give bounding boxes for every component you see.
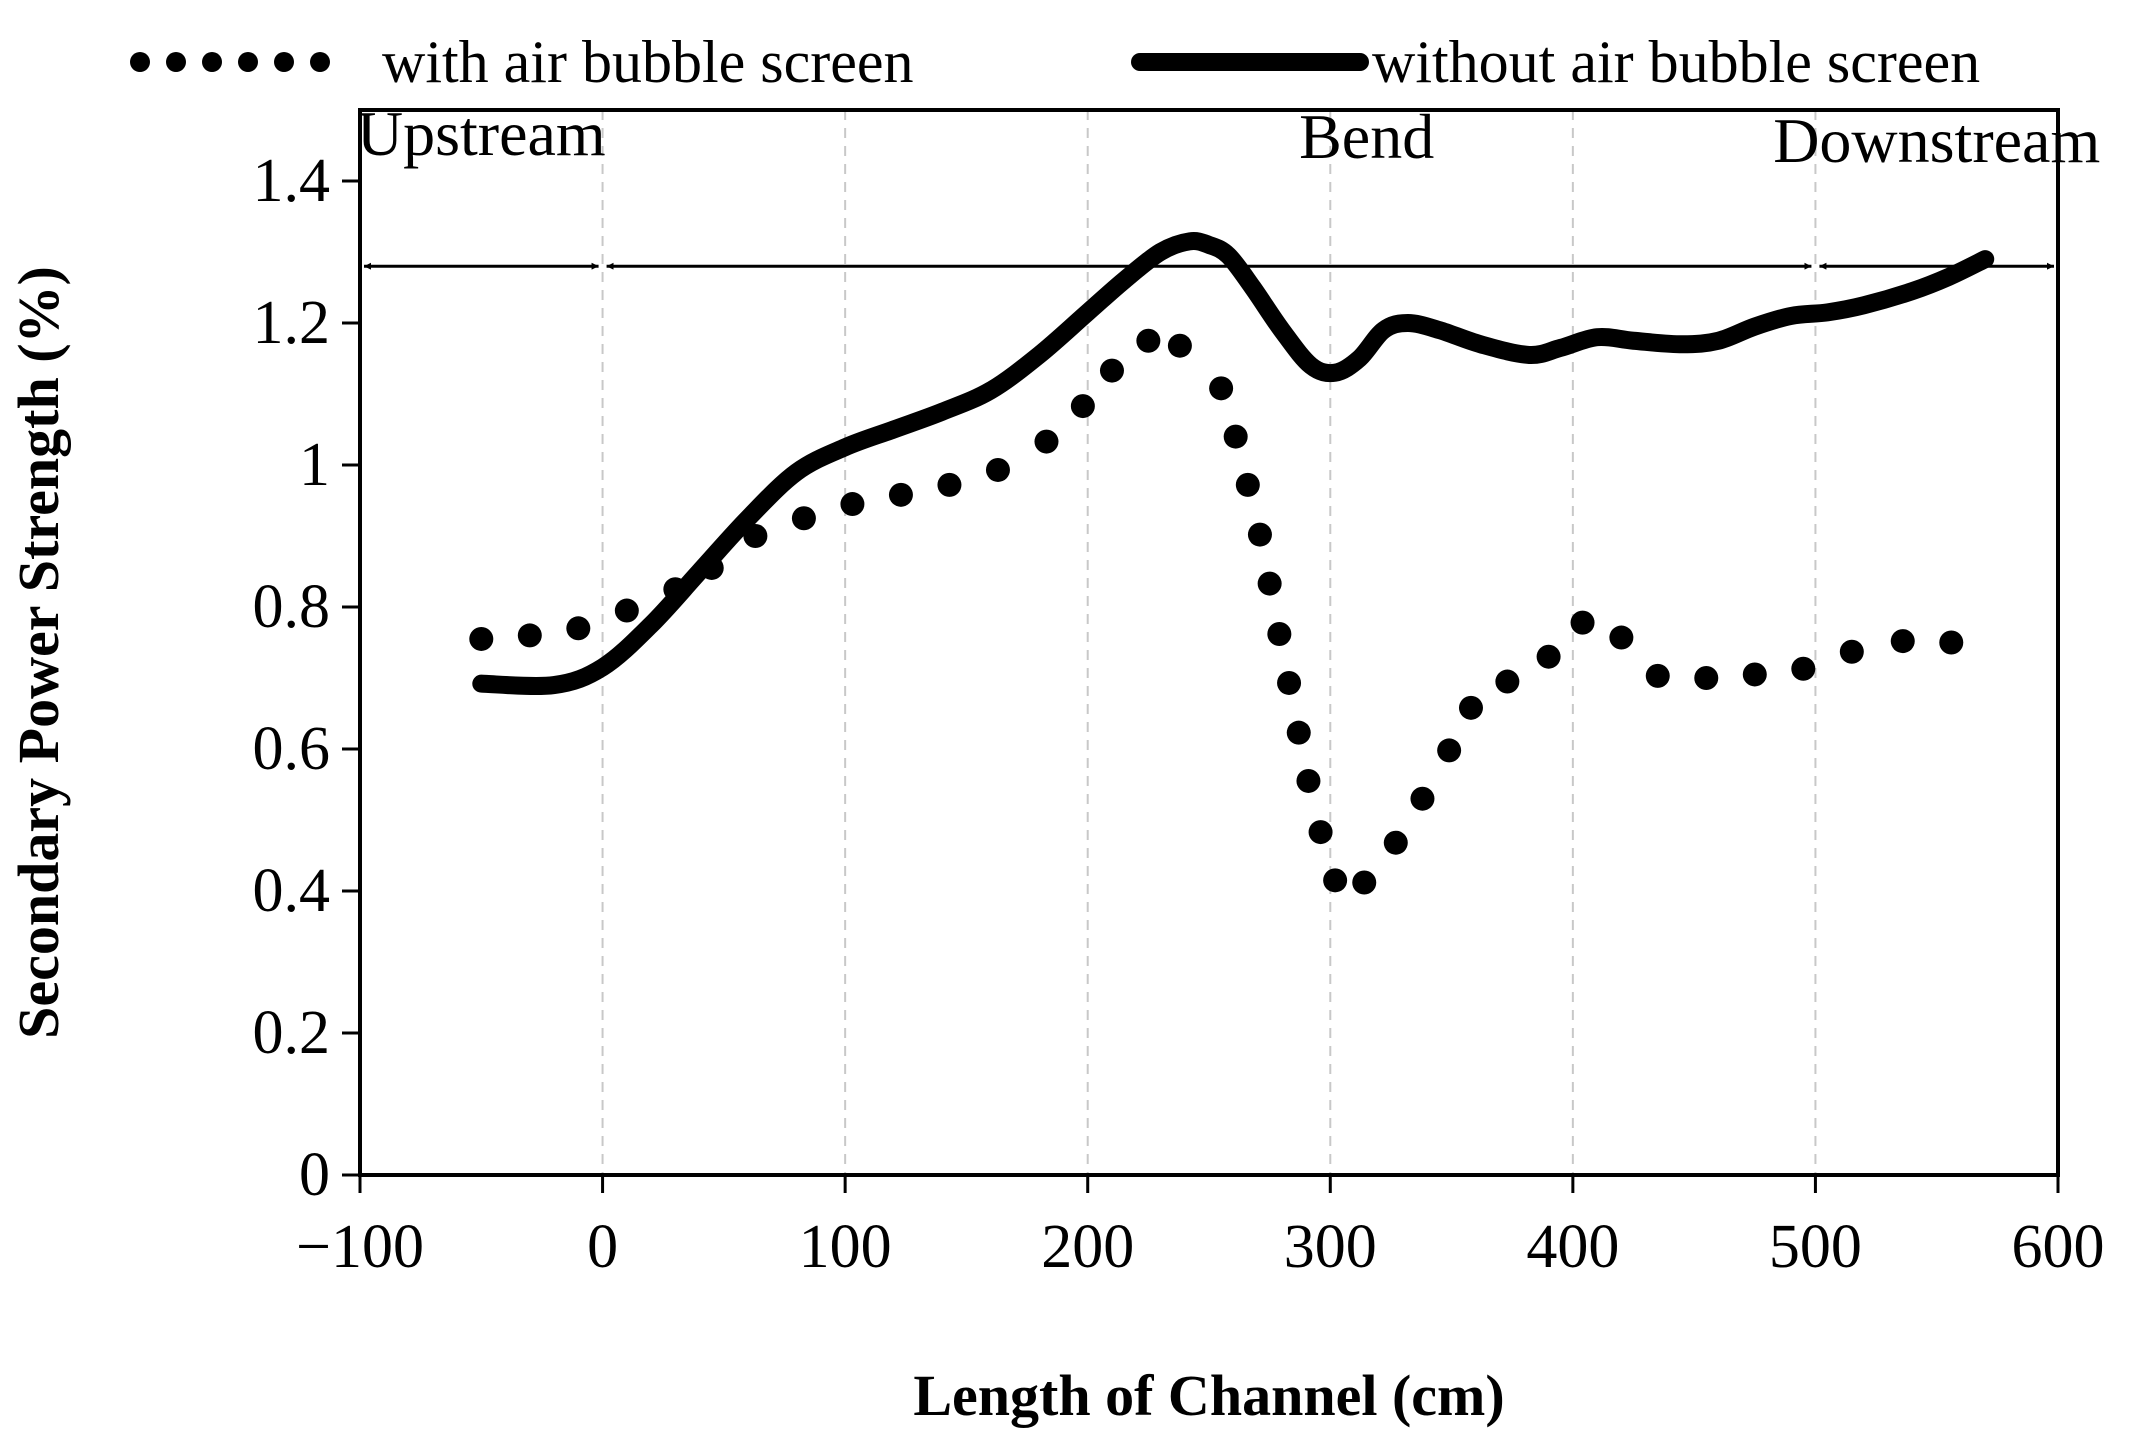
series-with-air-bubble-screen-point [985, 457, 1010, 482]
series-with-air-bubble-screen-point [566, 616, 591, 641]
series-with-air-bubble-screen-point [1939, 630, 1964, 655]
x-tick-label: 100 [799, 1213, 892, 1281]
x-tick-label: −100 [296, 1213, 424, 1281]
axes [358, 108, 2060, 1177]
legend: with air bubble screen without air bubble… [130, 29, 1980, 95]
series-with-air-bubble-screen-point [1791, 656, 1816, 681]
series-with-air-bubble-screen-point [1099, 358, 1124, 383]
series-with-air-bubble-screen-point [1296, 768, 1321, 793]
series-with-air-bubble-screen-point [1742, 662, 1767, 687]
series-with-air-bubble-screen-point [1267, 621, 1292, 646]
series-with-air-bubble-screen-point [1323, 868, 1348, 893]
series-with-air-bubble-screen-point [1694, 666, 1719, 690]
legend-swatch-dotted-point [238, 52, 258, 72]
series-with-air-bubble-screen-point [663, 577, 688, 602]
x-tick-label: 0 [587, 1213, 618, 1281]
series-with-air-bubble-screen-point [1536, 644, 1561, 669]
y-tick-label: 0.2 [253, 999, 331, 1067]
region-annotations: Upstream Bend Downstream [357, 98, 2100, 270]
x-tick-label: 300 [1284, 1213, 1377, 1281]
series-with-air-bubble-screen-point [1070, 394, 1095, 419]
series-with-air-bubble-screen-point [840, 492, 865, 517]
legend-swatch-dotted-point [202, 52, 222, 72]
y-tick-label: 0 [299, 1141, 330, 1209]
series-with-air-bubble-screen-point [1458, 695, 1483, 720]
series-without-air-bubble-screen-line [472, 232, 1995, 696]
series-with-air-bubble-screen-point [1257, 571, 1282, 596]
legend-label-without-air-bubble-screen: without air bubble screen [1372, 29, 1980, 95]
x-axis-title: Length of Channel (cm) [913, 1363, 1504, 1428]
series-with-air-bubble-screen-point [1495, 669, 1520, 694]
series-with-air-bubble-screen-point [1437, 738, 1462, 763]
series-with-air-bubble-screen-point [888, 482, 913, 507]
y-tick-label: 0.6 [253, 715, 331, 783]
y-tick-label: 0.4 [253, 857, 331, 925]
x-tick-label: 600 [2012, 1213, 2105, 1281]
series-with-air-bubble-screen-point [1352, 870, 1377, 895]
series-with-air-bubble-screen-point [1209, 376, 1234, 401]
series-with-air-bubble-screen-point [1167, 333, 1192, 358]
series-with-air-bubble-screen-point [1034, 429, 1059, 454]
series-with-air-bubble-screen-point [1609, 625, 1634, 650]
series-with-air-bubble-screen-point [937, 472, 962, 497]
series-with-air-bubble-screen-point [699, 555, 724, 580]
legend-label-with-air-bubble-screen: with air bubble screen [382, 29, 913, 95]
legend-swatch-dotted-point [130, 52, 150, 72]
legend-swatch-dotted-point [274, 52, 294, 72]
series-with-air-bubble-screen-point [1890, 629, 1915, 654]
series-with-air-bubble-screen-point [469, 626, 494, 651]
series-with-air-bubble-screen-point [1136, 328, 1161, 353]
series-with-air-bubble-screen-point [743, 524, 768, 548]
y-tick-label: 1.2 [253, 289, 331, 357]
x-tick-label: 400 [1526, 1213, 1619, 1281]
data-series [469, 232, 1995, 895]
series-with-air-bubble-screen-point [1286, 720, 1311, 745]
vertical-grid [601, 110, 1817, 1175]
series-with-air-bubble-screen-point [1235, 472, 1260, 497]
region-label: Upstream [357, 98, 606, 169]
x-tick-label: 500 [1769, 1213, 1862, 1281]
series-with-air-bubble-screen-point [1223, 424, 1248, 449]
legend-swatch-dotted-point [310, 52, 330, 72]
y-axis-title: Secondary Power Strength (%) [6, 266, 71, 1039]
series-with-air-bubble-screen-point [791, 506, 816, 531]
series-with-air-bubble-screen-point [1247, 522, 1272, 547]
series-with-air-bubble-screen-point [1277, 670, 1302, 695]
x-tick-label: 200 [1041, 1213, 1134, 1281]
y-tick-label: 1 [299, 431, 330, 499]
y-tick-label: 1.4 [253, 147, 331, 215]
series-with-air-bubble-screen-point [1645, 663, 1670, 688]
series-with-air-bubble-screen-point [1570, 610, 1595, 635]
series-with-air-bubble-screen-point [1383, 830, 1408, 855]
plot-frame [358, 108, 2060, 1177]
series-with-air-bubble-screen-point [1839, 639, 1864, 664]
series-with-air-bubble-screen-point [614, 598, 639, 623]
series-with-air-bubble-screen-point [1308, 820, 1333, 845]
region-label: Downstream [1773, 105, 2100, 176]
y-tick-label: 0.8 [253, 573, 331, 641]
series-with-air-bubble-screen-point [517, 623, 542, 648]
series-with-air-bubble-screen-point [1410, 786, 1435, 811]
tick-labels: −100 0 100 200 300 400 500 60000.20.40.60.811.2… [253, 147, 2105, 1281]
region-label: Bend [1299, 101, 1434, 172]
legend-swatch-dotted-point [166, 52, 186, 72]
